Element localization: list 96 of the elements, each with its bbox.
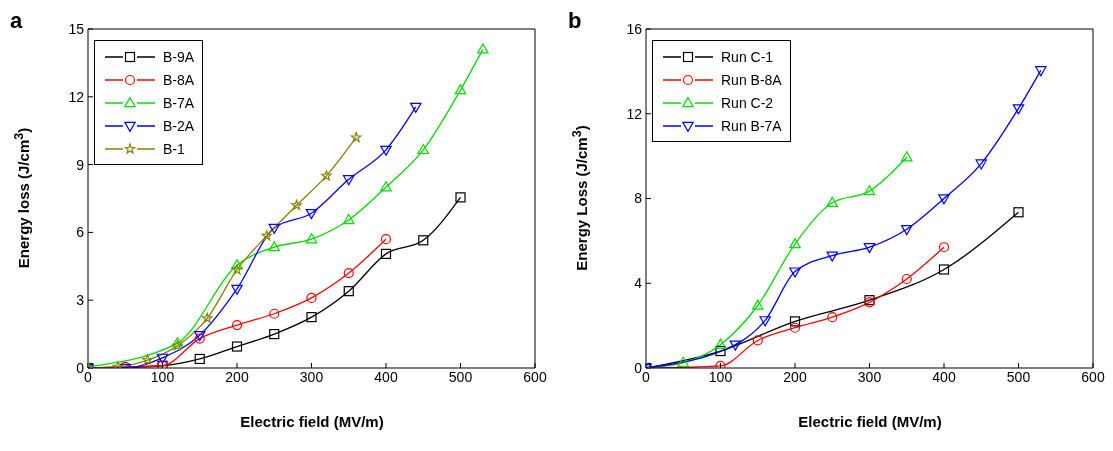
point	[715, 360, 726, 368]
x-axis-title: Electric field (MV/m)	[239, 413, 385, 430]
point	[789, 316, 801, 327]
point	[789, 238, 801, 249]
point	[305, 233, 318, 244]
point	[729, 340, 742, 351]
legend-label: B-8A	[163, 71, 195, 88]
point	[477, 43, 489, 54]
point	[759, 316, 771, 327]
y-tick-label: 16	[626, 20, 643, 37]
point	[863, 185, 876, 196]
legend-label: B-2A	[163, 117, 195, 134]
x-axis-title: Electric field (MV/m)	[797, 413, 943, 430]
point	[156, 353, 169, 364]
point	[231, 284, 243, 295]
x-tick-label: 600	[523, 368, 547, 385]
x-tick-label: 400	[932, 368, 956, 385]
point	[350, 131, 362, 143]
point	[715, 345, 726, 357]
point	[455, 192, 466, 203]
point	[1012, 104, 1025, 115]
point	[938, 264, 950, 275]
x-tick-label: 200	[225, 368, 249, 385]
point	[342, 175, 355, 186]
point	[826, 196, 839, 207]
point	[900, 225, 913, 236]
legend-label: B-1	[163, 140, 185, 157]
point	[714, 338, 727, 349]
point	[268, 241, 281, 252]
point	[231, 259, 243, 270]
y-tick-label: 6	[76, 224, 85, 241]
chart-title: a	[10, 8, 23, 34]
point	[827, 312, 838, 323]
point	[380, 145, 392, 156]
y-tick-label: 8	[634, 190, 643, 207]
y-tick-label: 3	[76, 292, 85, 309]
point	[789, 267, 801, 278]
point	[1035, 66, 1047, 77]
x-tick-label: 500	[448, 368, 473, 385]
point	[454, 84, 467, 95]
legend-label: Run B-7A	[721, 117, 782, 134]
point	[194, 353, 205, 365]
point	[975, 159, 988, 170]
point	[269, 308, 280, 319]
legend-label: B-7A	[163, 94, 195, 111]
point	[380, 181, 392, 192]
x-tick-label: 200	[783, 368, 807, 385]
x-tick-label: 600	[1081, 368, 1105, 385]
point	[231, 264, 243, 275]
y-tick-label: 12	[68, 88, 85, 105]
point	[863, 243, 876, 254]
x-tick-label: 300	[299, 368, 324, 385]
point	[306, 312, 317, 323]
point	[380, 234, 392, 245]
y-tick-label: 9	[76, 156, 85, 173]
point	[417, 143, 430, 155]
point	[291, 199, 302, 210]
point	[305, 208, 318, 220]
point	[261, 230, 273, 241]
point	[789, 322, 801, 333]
point	[938, 194, 950, 205]
point	[343, 267, 354, 279]
x-tick-label: 100	[150, 368, 175, 385]
point	[269, 329, 280, 340]
point	[142, 354, 153, 365]
point	[268, 223, 281, 234]
point	[901, 273, 912, 285]
x-tick-label: 500	[1006, 368, 1031, 385]
point	[231, 341, 243, 352]
y-tick-label: 4	[634, 275, 643, 292]
legend-label: Run C-2	[721, 94, 774, 111]
point	[201, 312, 213, 323]
chart-title: b	[568, 8, 582, 34]
point	[751, 299, 764, 310]
y-tick-label: 12	[626, 105, 643, 122]
legend-label: B-9A	[163, 48, 195, 65]
point	[752, 335, 763, 346]
point	[343, 286, 354, 297]
point	[410, 102, 422, 113]
y-tick-label: 15	[68, 20, 85, 37]
x-tick-label: 400	[374, 368, 398, 385]
x-tick-label: 300	[857, 368, 882, 385]
point	[418, 235, 429, 246]
point	[1013, 207, 1024, 218]
point	[380, 248, 392, 259]
point	[938, 242, 950, 253]
point	[342, 213, 355, 225]
point	[231, 319, 243, 331]
x-tick-label: 100	[708, 368, 733, 385]
legend-label: Run C-1	[721, 48, 774, 65]
point	[900, 151, 913, 162]
legend-label: Run B-8A	[721, 71, 782, 88]
point	[306, 292, 317, 304]
point	[826, 251, 839, 262]
point	[321, 170, 332, 181]
point	[677, 356, 690, 367]
